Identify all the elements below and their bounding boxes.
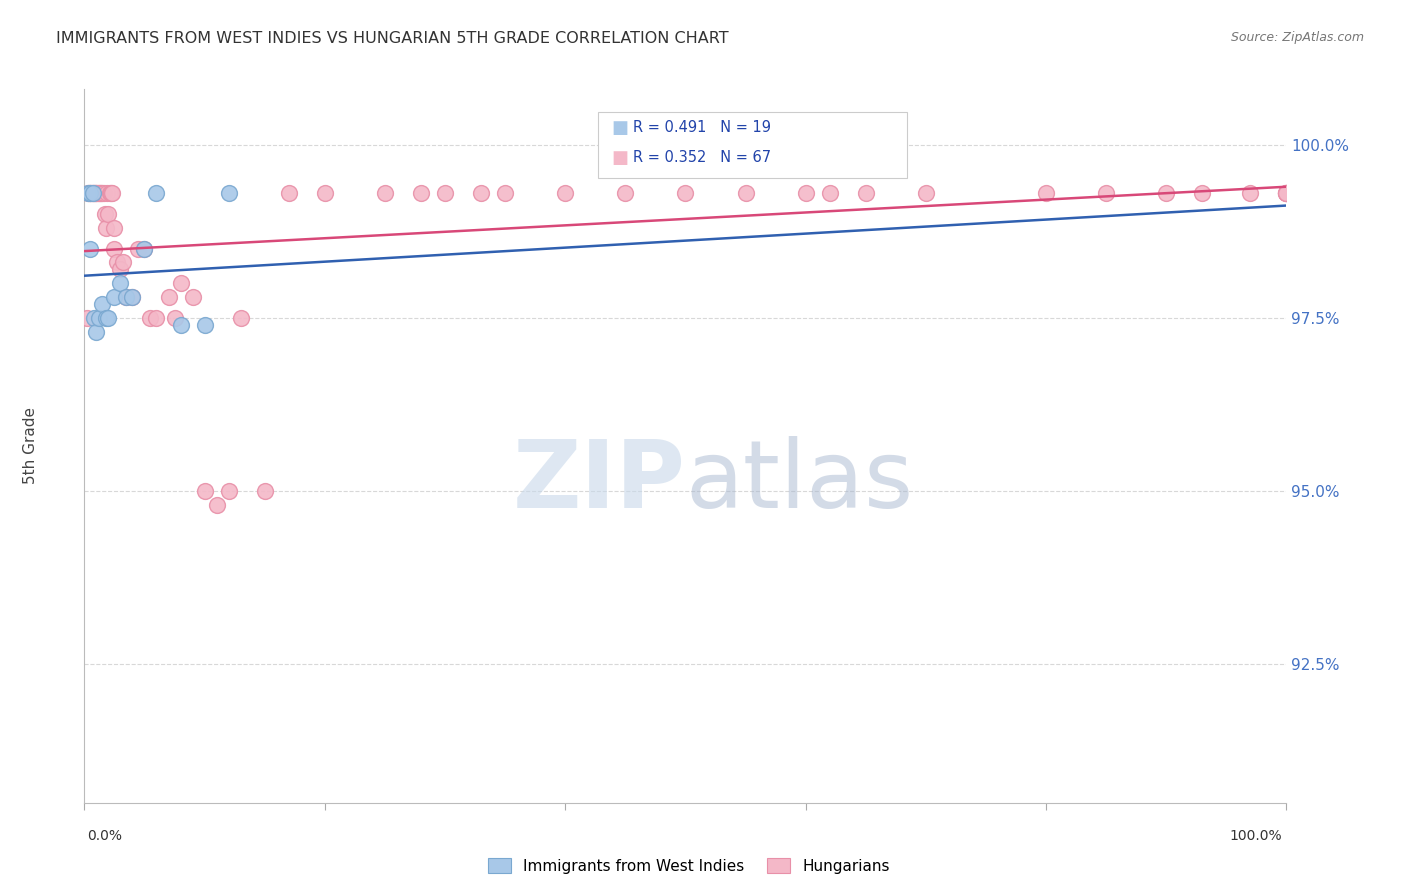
- Point: [157, 290, 180, 304]
- Point: [494, 186, 516, 201]
- Point: [1191, 186, 1213, 201]
- Point: [614, 186, 637, 201]
- Point: [229, 310, 252, 325]
- Point: [134, 242, 156, 256]
- Point: [83, 186, 105, 201]
- Point: [409, 186, 432, 201]
- Point: [134, 242, 156, 256]
- Point: [218, 186, 240, 201]
- Point: [86, 186, 108, 201]
- Point: [1239, 186, 1261, 201]
- Point: [79, 186, 101, 201]
- Point: [163, 310, 186, 325]
- Text: 100.0%: 100.0%: [1230, 829, 1282, 843]
- Point: [1275, 186, 1298, 201]
- Point: [139, 310, 162, 325]
- Point: [93, 186, 115, 201]
- Point: [94, 310, 117, 325]
- Text: Source: ZipAtlas.com: Source: ZipAtlas.com: [1230, 31, 1364, 45]
- Text: R = 0.491   N = 19: R = 0.491 N = 19: [633, 120, 770, 135]
- Point: [110, 276, 132, 290]
- Point: [98, 186, 121, 201]
- Point: [111, 255, 134, 269]
- Point: [79, 186, 101, 201]
- Point: [86, 325, 108, 339]
- Point: [91, 297, 114, 311]
- Text: ■: ■: [612, 149, 628, 167]
- Point: [87, 186, 110, 201]
- Point: [97, 207, 120, 221]
- Point: [218, 483, 240, 498]
- Point: [83, 310, 105, 325]
- Point: [145, 186, 167, 201]
- Point: [82, 186, 104, 201]
- Point: [1156, 186, 1178, 201]
- Point: [84, 186, 107, 201]
- Text: atlas: atlas: [686, 435, 914, 528]
- Point: [76, 310, 98, 325]
- Point: [110, 262, 132, 277]
- Point: [145, 310, 167, 325]
- Point: [82, 186, 104, 201]
- Point: [1275, 186, 1298, 201]
- Point: [90, 186, 112, 201]
- Point: [794, 186, 817, 201]
- Point: [97, 310, 120, 325]
- Point: [169, 276, 191, 290]
- Point: [127, 242, 149, 256]
- Point: [103, 220, 125, 235]
- Point: [115, 290, 138, 304]
- Point: [675, 186, 697, 201]
- Point: [1095, 186, 1118, 201]
- Point: [94, 207, 117, 221]
- Text: 5th Grade: 5th Grade: [24, 408, 38, 484]
- Point: [194, 483, 217, 498]
- Point: [855, 186, 877, 201]
- Text: IMMIGRANTS FROM WEST INDIES VS HUNGARIAN 5TH GRADE CORRELATION CHART: IMMIGRANTS FROM WEST INDIES VS HUNGARIAN…: [56, 31, 728, 46]
- Point: [1035, 186, 1057, 201]
- Point: [121, 290, 143, 304]
- Point: [86, 186, 108, 201]
- Point: [470, 186, 492, 201]
- Point: [77, 186, 100, 201]
- Point: [91, 186, 114, 201]
- Point: [277, 186, 299, 201]
- Text: ZIP: ZIP: [513, 435, 686, 528]
- Point: [205, 498, 228, 512]
- Point: [79, 242, 101, 256]
- Point: [194, 318, 217, 332]
- Point: [80, 186, 103, 201]
- Point: [734, 186, 756, 201]
- Point: [554, 186, 576, 201]
- Point: [100, 186, 122, 201]
- Point: [103, 290, 125, 304]
- Point: [181, 290, 204, 304]
- Point: [101, 186, 124, 201]
- Point: [818, 186, 841, 201]
- Point: [434, 186, 457, 201]
- Point: [169, 318, 191, 332]
- Point: [94, 220, 117, 235]
- Point: [103, 242, 125, 256]
- Legend: Immigrants from West Indies, Hungarians: Immigrants from West Indies, Hungarians: [482, 852, 896, 880]
- Point: [87, 310, 110, 325]
- Point: [96, 186, 118, 201]
- Point: [1275, 186, 1298, 201]
- Text: ■: ■: [612, 119, 628, 136]
- Text: R = 0.352   N = 67: R = 0.352 N = 67: [633, 151, 770, 165]
- Point: [79, 186, 101, 201]
- Point: [115, 290, 138, 304]
- Point: [89, 186, 111, 201]
- Point: [121, 290, 143, 304]
- Point: [374, 186, 396, 201]
- Point: [77, 186, 100, 201]
- Point: [915, 186, 938, 201]
- Point: [105, 255, 128, 269]
- Point: [86, 186, 108, 201]
- Point: [253, 483, 276, 498]
- Point: [314, 186, 336, 201]
- Point: [1275, 186, 1298, 201]
- Text: 0.0%: 0.0%: [87, 829, 122, 843]
